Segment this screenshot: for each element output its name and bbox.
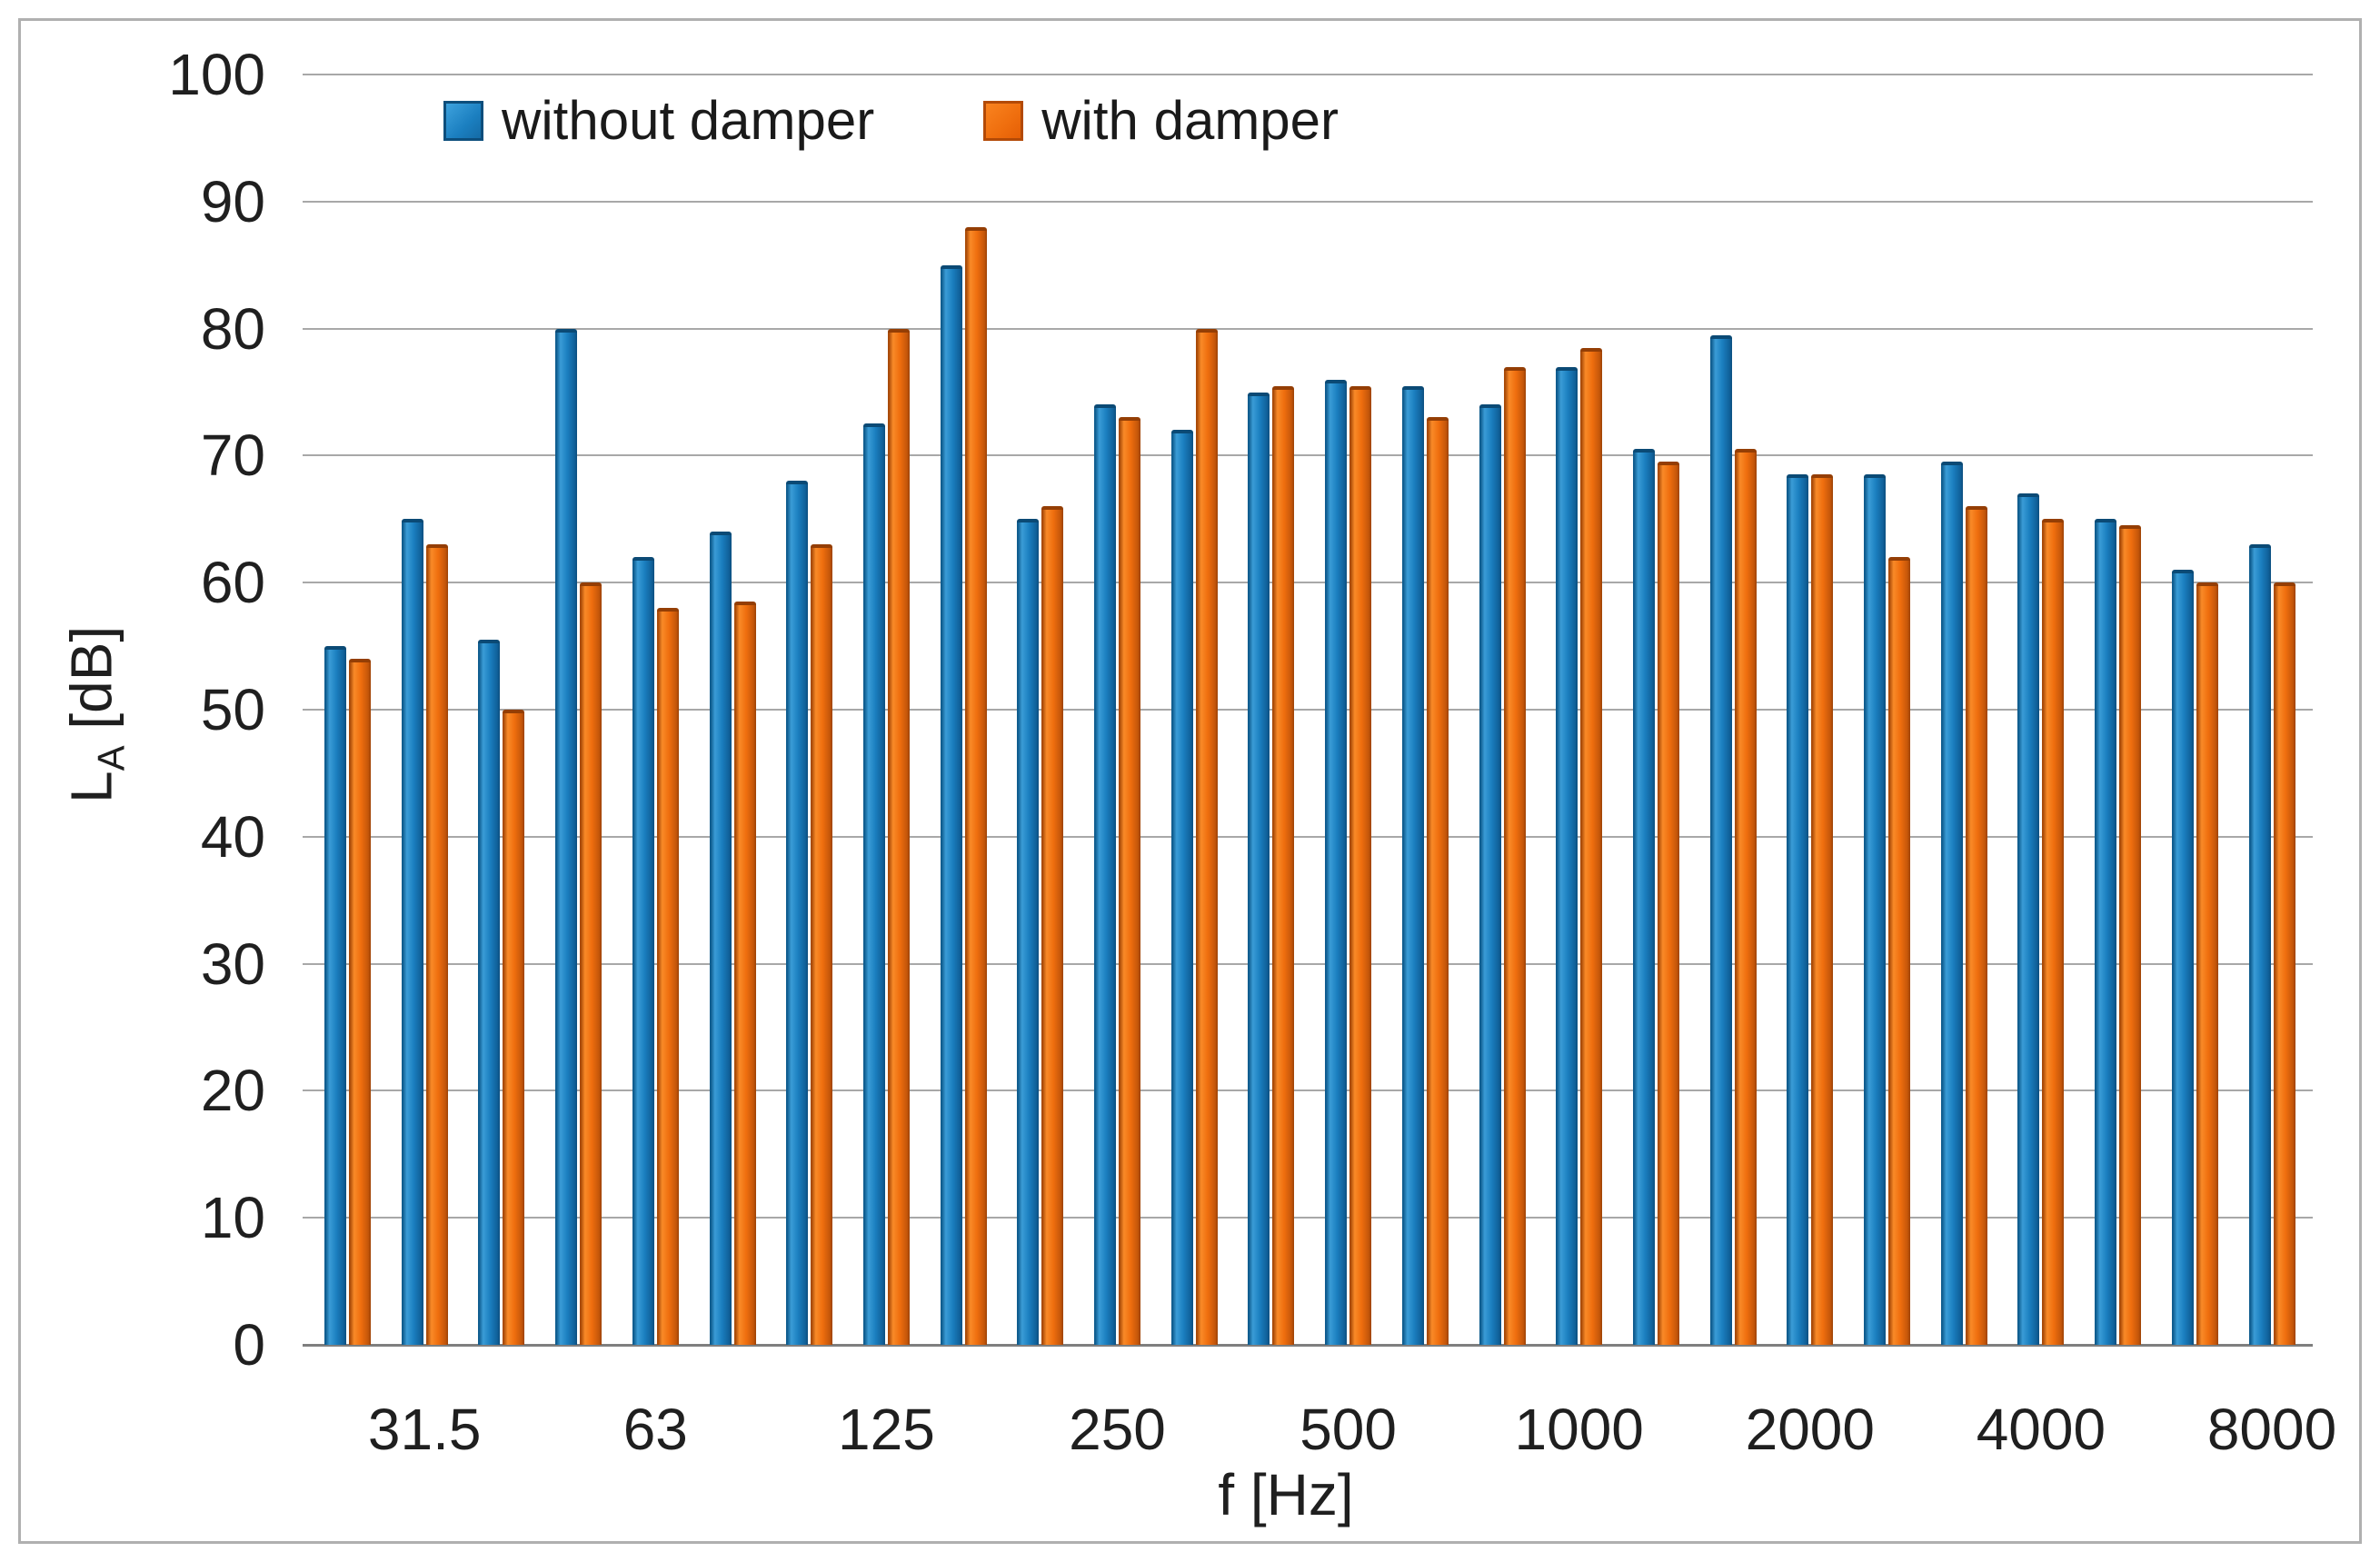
bar-with-damper-200hz: [1041, 506, 1064, 1345]
bar-without-damper-1250hz: [1632, 449, 1655, 1345]
bar-without-damper-6300hz: [2171, 570, 2194, 1345]
y-tick-label-60: 60: [200, 550, 265, 616]
gridline-40: [303, 835, 2313, 838]
gridline-90: [303, 200, 2313, 203]
legend: without damper with damper: [443, 94, 1339, 148]
bar-with-damper-40hz: [503, 710, 525, 1345]
bar-with-damper-1250hz: [1657, 462, 1679, 1345]
gridline-80: [303, 327, 2313, 330]
x-tick-label-2000: 2000: [1745, 1397, 1875, 1462]
bar-with-damper-800hz: [1503, 366, 1526, 1345]
bar-with-damper-31_5hz: [425, 544, 448, 1345]
y-tick-label-50: 50: [200, 677, 265, 742]
bar-without-damper-63hz: [632, 557, 654, 1345]
y-tick-label-20: 20: [200, 1058, 265, 1124]
bar-without-damper-100hz: [786, 481, 809, 1345]
bar-without-damper-8000hz: [2248, 544, 2271, 1345]
bar-with-damper-400hz: [1272, 385, 1295, 1345]
bar-without-damper-5000hz: [2095, 519, 2117, 1345]
bar-with-damper-1000hz: [1580, 347, 1603, 1345]
x-tick-label-125: 125: [838, 1397, 935, 1462]
y-tick-label-80: 80: [200, 295, 265, 362]
bar-without-damper-4000hz: [2017, 493, 2040, 1345]
bar-with-damper-125hz: [887, 328, 910, 1345]
legend-swatch-without-damper: [443, 101, 483, 141]
bar-with-damper-6300hz: [2196, 582, 2218, 1345]
gridline-50: [303, 709, 2313, 711]
bar-without-damper-1600hz: [1709, 334, 1732, 1345]
bar-without-damper-50hz: [555, 328, 578, 1345]
bar-with-damper-160hz: [964, 226, 987, 1345]
bar-without-damper-125hz: [862, 423, 885, 1345]
bar-without-damper-31_5hz: [401, 519, 423, 1345]
x-tick-label-500: 500: [1300, 1397, 1397, 1462]
x-tick-label-8000: 8000: [2206, 1397, 2337, 1462]
x-tick-label-1000: 1000: [1514, 1397, 1644, 1462]
bar-with-damper-1600hz: [1734, 449, 1757, 1345]
bar-without-damper-1000hz: [1556, 366, 1578, 1345]
bar-with-damper-2000hz: [1811, 474, 1834, 1345]
legend-label-with-damper: with damper: [1041, 90, 1339, 151]
bar-without-damper-400hz: [1248, 392, 1270, 1345]
gridline-100: [303, 74, 2313, 75]
bar-without-damper-500hz: [1325, 379, 1348, 1345]
bar-with-damper-63hz: [656, 608, 679, 1345]
y-tick-label-40: 40: [200, 803, 265, 870]
bar-with-damper-100hz: [811, 544, 833, 1345]
x-tick-label-63: 63: [622, 1397, 688, 1462]
gridline-60: [303, 582, 2313, 584]
bar-without-damper-2000hz: [1787, 474, 1809, 1345]
bar-with-damper-80hz: [733, 602, 756, 1345]
x-axis-line: [303, 1344, 2313, 1347]
bar-without-damper-160hz: [940, 264, 962, 1345]
y-tick-label-70: 70: [200, 423, 265, 489]
bar-with-damper-500hz: [1349, 385, 1372, 1345]
bar-with-damper-630hz: [1426, 417, 1449, 1345]
bar-with-damper-4000hz: [2042, 519, 2065, 1345]
bar-without-damper-80hz: [709, 532, 732, 1345]
x-tick-label-4000: 4000: [1976, 1397, 2106, 1462]
bar-without-damper-3150hz: [1940, 462, 1963, 1345]
bar-with-damper-8000hz: [2273, 582, 2295, 1345]
bar-without-damper-2500hz: [1864, 474, 1886, 1345]
gridline-10: [303, 1217, 2313, 1219]
bar-without-damper-630hz: [1401, 385, 1424, 1345]
legend-label-without-damper: without damper: [502, 90, 875, 151]
bar-without-damper-40hz: [478, 640, 501, 1345]
gridline-20: [303, 1089, 2313, 1092]
y-tick-label-90: 90: [200, 168, 265, 234]
bar-without-damper-800hz: [1479, 404, 1501, 1345]
gridline-70: [303, 454, 2313, 457]
bar-with-damper-315hz: [1195, 328, 1218, 1345]
bar-with-damper-3150hz: [1965, 506, 1987, 1345]
bar-with-damper-25hz: [349, 659, 371, 1345]
bar-without-damper-315hz: [1170, 430, 1193, 1345]
bar-without-damper-250hz: [1094, 404, 1116, 1345]
bar-with-damper-50hz: [580, 582, 602, 1345]
gridline-30: [303, 962, 2313, 965]
x-axis-title: f [Hz]: [1218, 1462, 1354, 1527]
y-tick-label-30: 30: [200, 930, 265, 997]
bar-without-damper-25hz: [324, 646, 346, 1345]
y-tick-label-100: 100: [168, 42, 265, 107]
bar-with-damper-250hz: [1119, 417, 1140, 1345]
bar-with-damper-2500hz: [1888, 557, 1910, 1345]
bar-without-damper-200hz: [1017, 519, 1040, 1345]
y-tick-label-0: 0: [233, 1312, 265, 1378]
legend-swatch-with-damper: [983, 101, 1024, 141]
x-tick-label-250: 250: [1069, 1397, 1166, 1462]
y-tick-label-10: 10: [200, 1185, 265, 1251]
bar-with-damper-5000hz: [2119, 525, 2142, 1345]
x-tick-label-31_5: 31.5: [367, 1397, 482, 1462]
